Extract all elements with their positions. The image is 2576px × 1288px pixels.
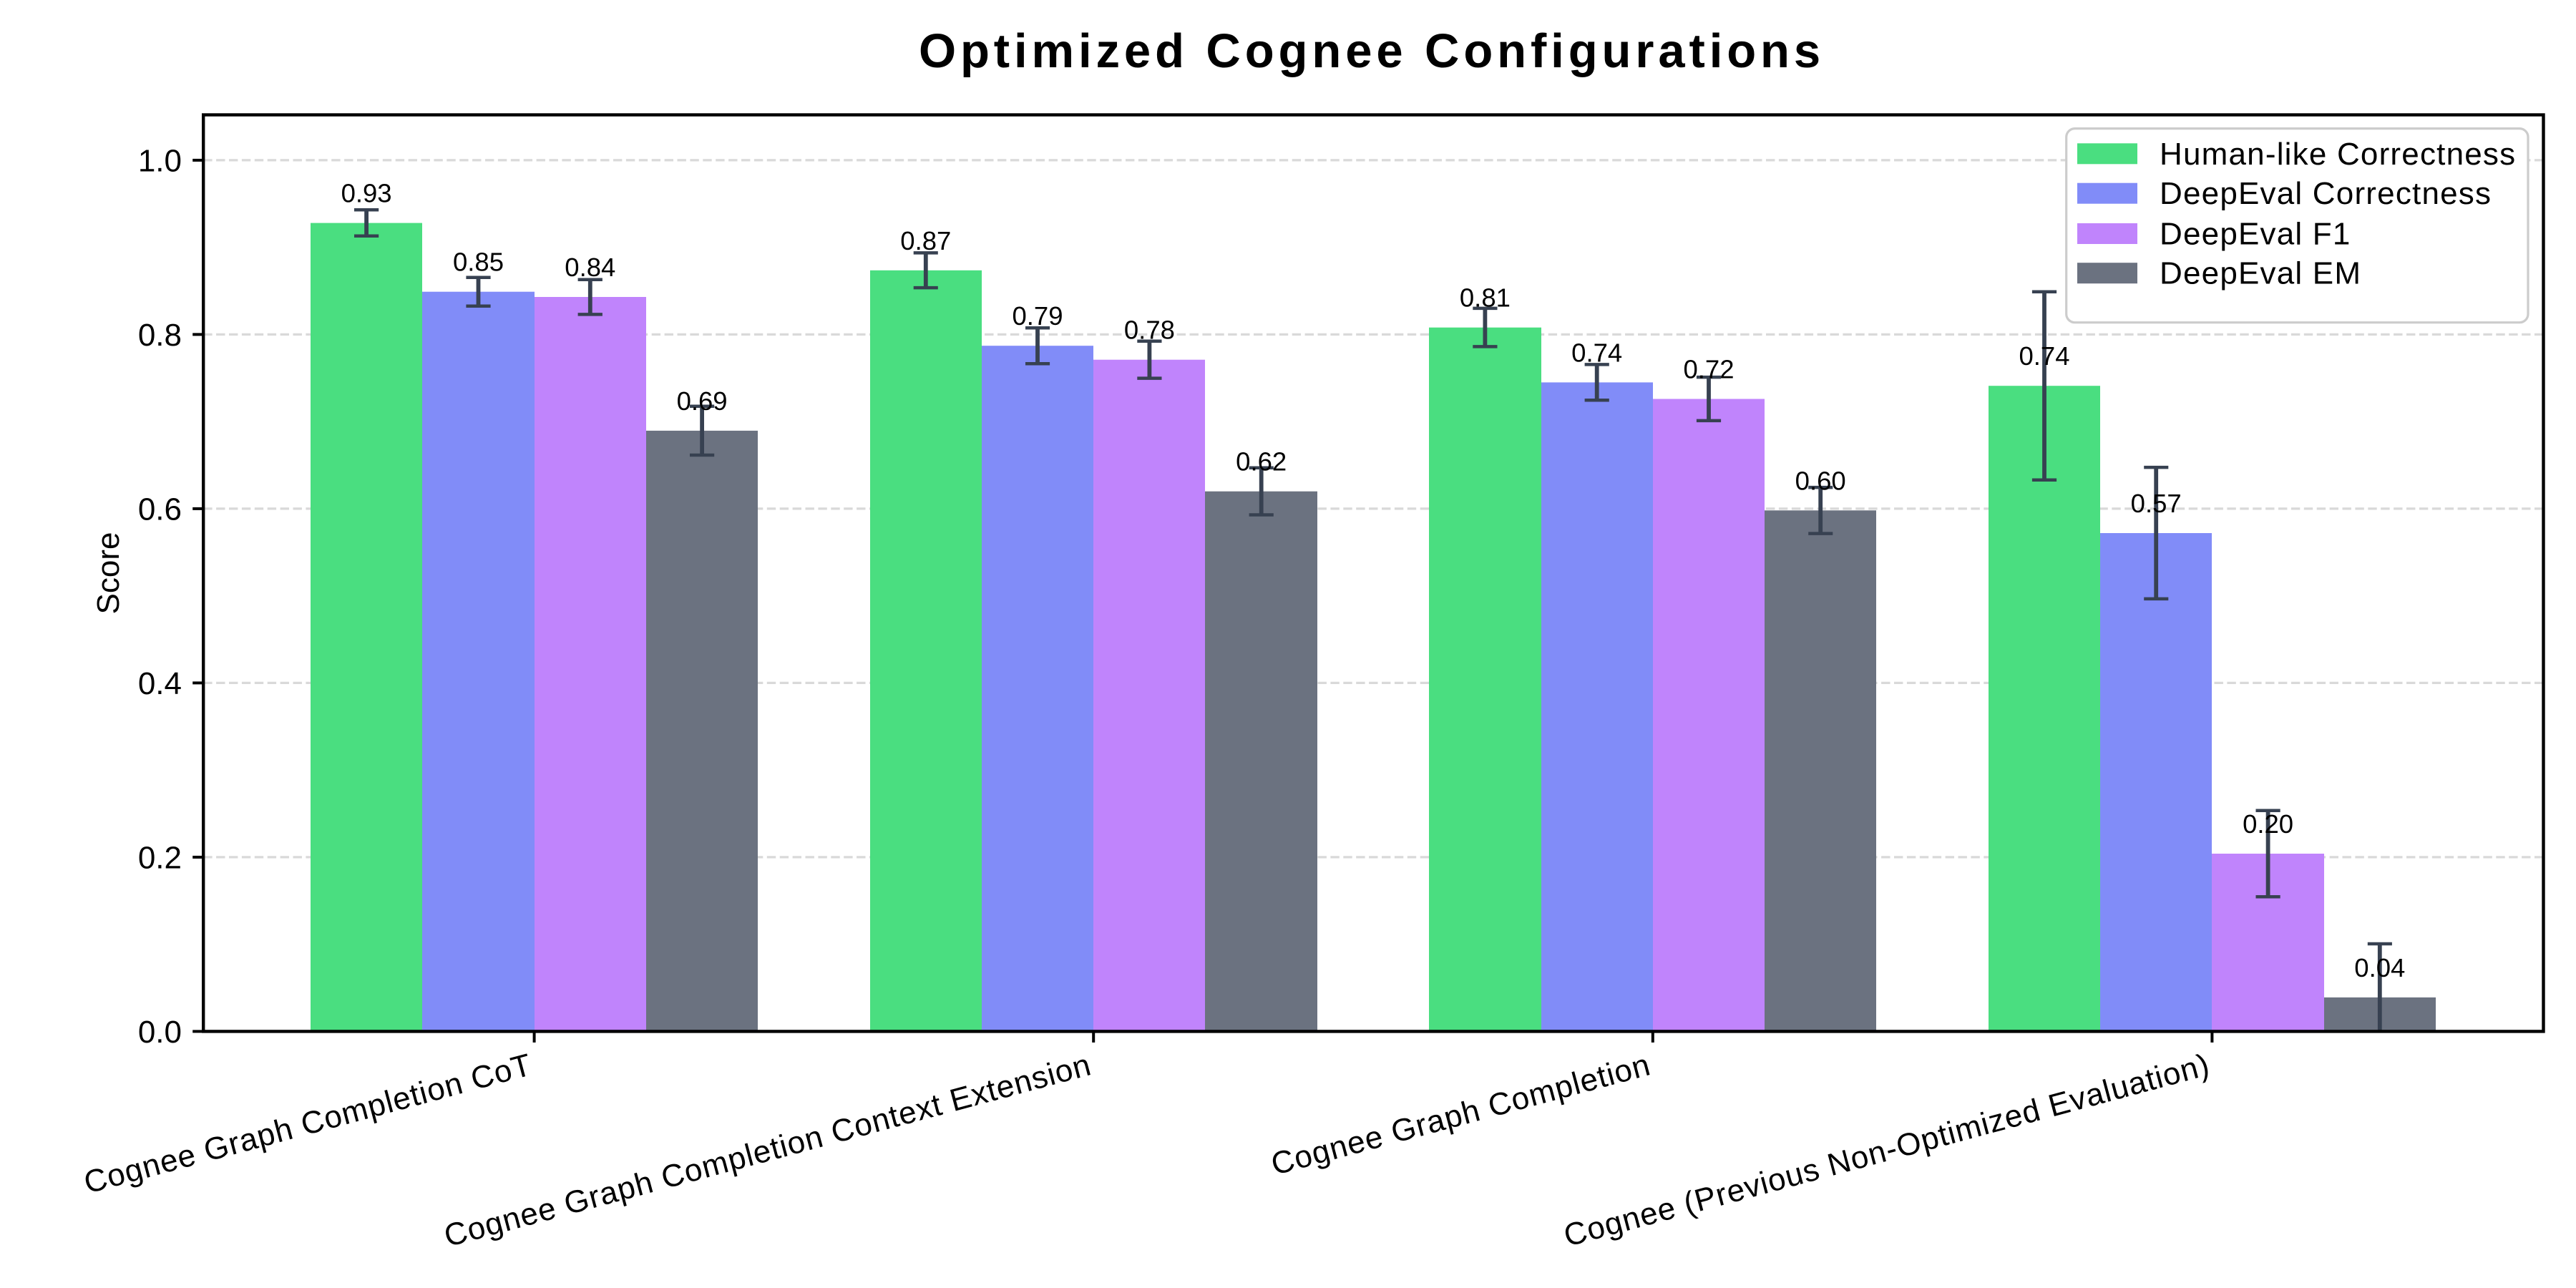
svg-text:0.2: 0.2 xyxy=(138,841,182,876)
svg-text:DeepEval F1: DeepEval F1 xyxy=(2160,217,2351,252)
svg-text:0.62: 0.62 xyxy=(1236,447,1287,477)
svg-text:0.87: 0.87 xyxy=(900,226,951,255)
svg-text:0.0: 0.0 xyxy=(138,1015,182,1050)
svg-text:0.84: 0.84 xyxy=(565,253,615,282)
svg-text:0.72: 0.72 xyxy=(1683,355,1734,384)
svg-text:0.8: 0.8 xyxy=(138,318,182,353)
svg-text:Optimized Cognee Configuration: Optimized Cognee Configurations xyxy=(919,24,1825,78)
svg-text:0.74: 0.74 xyxy=(2019,341,2069,371)
svg-text:Human-like Correctness: Human-like Correctness xyxy=(2160,137,2516,172)
svg-text:0.79: 0.79 xyxy=(1012,301,1063,331)
svg-text:0.6: 0.6 xyxy=(138,492,182,527)
svg-text:1.0: 1.0 xyxy=(138,144,182,179)
svg-text:Score: Score xyxy=(91,532,126,615)
svg-text:0.60: 0.60 xyxy=(1795,466,1846,495)
svg-text:0.93: 0.93 xyxy=(341,179,392,208)
svg-text:DeepEval EM: DeepEval EM xyxy=(2160,256,2361,291)
svg-text:0.04: 0.04 xyxy=(2354,953,2405,982)
svg-text:0.57: 0.57 xyxy=(2131,489,2182,518)
svg-text:0.78: 0.78 xyxy=(1124,316,1175,345)
svg-text:0.74: 0.74 xyxy=(1571,338,1622,367)
svg-text:0.20: 0.20 xyxy=(2243,809,2293,839)
svg-text:0.4: 0.4 xyxy=(138,666,182,701)
svg-text:0.69: 0.69 xyxy=(677,386,728,416)
svg-text:0.85: 0.85 xyxy=(453,248,504,277)
svg-text:0.81: 0.81 xyxy=(1460,283,1511,313)
svg-text:DeepEval Correctness: DeepEval Correctness xyxy=(2160,176,2492,211)
